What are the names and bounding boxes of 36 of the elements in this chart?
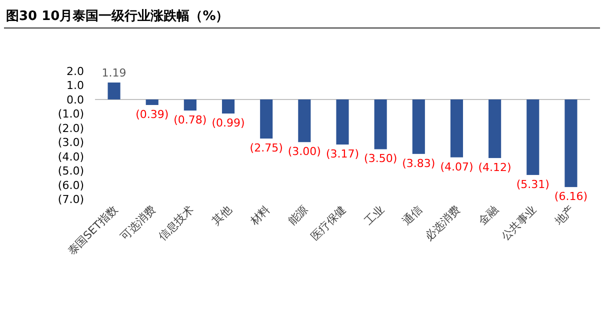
x-tick-label: 信息技术	[156, 202, 196, 244]
y-tick-label: 2.0	[66, 65, 84, 78]
data-label: (3.83)	[402, 156, 436, 170]
x-tick-label: 能源	[286, 202, 311, 228]
data-label: 1.19	[102, 66, 126, 80]
x-tick-label: 金融	[476, 202, 501, 228]
y-tick-label: (2.0)	[58, 122, 84, 135]
data-label: (6.16)	[554, 190, 588, 204]
x-tick-label: 通信	[400, 202, 425, 228]
data-label: (3.17)	[326, 148, 360, 161]
y-tick-label: (3.0)	[58, 136, 84, 150]
chart-title: 图30 10月泰国一级行业涨跌幅（%）	[6, 9, 229, 24]
y-tick-label: (5.0)	[58, 164, 84, 178]
data-label: (2.75)	[250, 142, 283, 155]
data-label: (0.78)	[174, 114, 207, 127]
data-label: (3.50)	[364, 152, 398, 166]
y-tick-label: 0.0	[66, 93, 84, 106]
data-label: (0.99)	[212, 116, 245, 130]
data-label: (0.39)	[136, 108, 169, 121]
x-tick-label: 其他	[210, 202, 234, 228]
x-tick-label: 可选消费	[118, 202, 158, 244]
y-tick-label: (4.0)	[58, 150, 84, 164]
data-label: (3.00)	[288, 145, 321, 158]
x-tick-label: 医疗保健	[308, 202, 349, 244]
x-tick-label: 公共事业	[498, 202, 540, 244]
y-tick-label: 1.0	[66, 79, 84, 92]
data-label: (4.12)	[478, 161, 512, 174]
y-tick-label: (1.0)	[58, 108, 84, 121]
x-tick-label: 材料	[247, 202, 272, 228]
y-tick-label: (7.0)	[58, 193, 84, 206]
x-tick-label: 工业	[362, 202, 387, 228]
y-tick-label: (6.0)	[58, 178, 84, 192]
data-label: (5.31)	[516, 178, 550, 191]
x-tick-label: 地产	[552, 202, 578, 228]
data-label: (4.07)	[440, 160, 474, 174]
x-tick-label: 必选消费	[422, 202, 463, 244]
